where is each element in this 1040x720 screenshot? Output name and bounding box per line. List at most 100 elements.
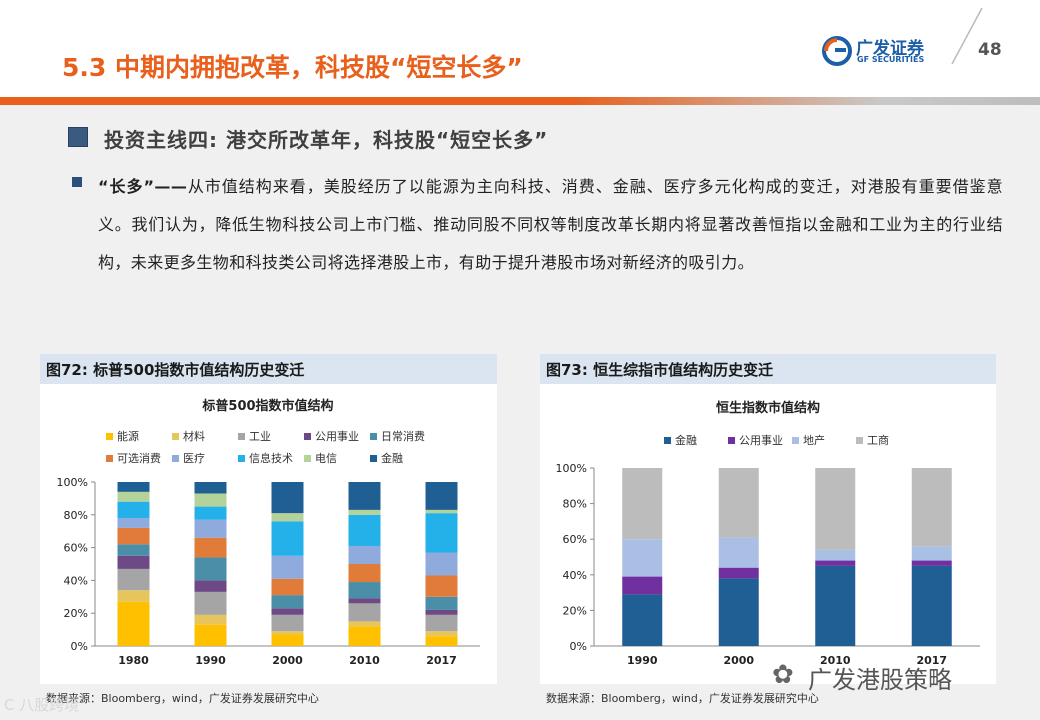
bar-segment (425, 596, 458, 610)
legend-swatch (304, 433, 311, 440)
y-tick-label: 20% (64, 607, 88, 620)
x-tick-label: 1990 (627, 654, 658, 667)
bar-segment (117, 482, 150, 492)
bar-segment (348, 621, 381, 627)
bar-segment (815, 468, 856, 550)
legend-label: 可选消费 (117, 451, 161, 465)
y-tick-label: 80% (563, 498, 587, 511)
header-bar (0, 97, 1040, 105)
bar-segment (815, 549, 856, 561)
bar-segment (622, 594, 663, 646)
bar-segment (194, 591, 227, 615)
bar-segment (194, 506, 227, 520)
bar-segment (718, 537, 759, 568)
legend-label: 能源 (117, 429, 139, 443)
bar-segment (194, 580, 227, 592)
wechat-icon: ✿ (772, 660, 794, 690)
bar-segment (271, 634, 304, 646)
figure-73-source: 数据来源：Bloomberg，wind，广发证券发展研究中心 (546, 692, 819, 705)
bar-segment (815, 565, 856, 646)
y-tick-label: 20% (563, 604, 587, 617)
figure-73-header: 图73: 恒生综指市值结构历史变迁 (540, 354, 996, 384)
bar-segment (348, 598, 381, 604)
figure-73-panel: 图73: 恒生综指市值结构历史变迁 恒生指数市值结构金融 公用事业 地产 工商 0% 20… (540, 354, 996, 684)
bar-segment (117, 555, 150, 569)
bar-segment (622, 468, 663, 540)
legend-swatch (172, 433, 179, 440)
bar-segment (271, 482, 304, 514)
page-number: 48 (978, 40, 1002, 60)
y-tick-label: 60% (64, 542, 88, 555)
bar-segment (271, 614, 304, 632)
x-tick-label: 1980 (118, 654, 149, 667)
y-tick-label: 100% (57, 476, 88, 489)
bar-segment (348, 626, 381, 646)
x-tick-label: 1990 (195, 654, 226, 667)
bar-segment (117, 601, 150, 646)
bar-segment (117, 527, 150, 545)
legend-label: 电信 (315, 452, 337, 465)
bar-segment (117, 491, 150, 502)
bar-segment (622, 576, 663, 595)
bar-segment (348, 514, 381, 546)
bar-segment (271, 595, 304, 609)
figure-72-panel: 图72: 标普500指数市值结构历史变迁 标普500指数市值结构 能源 材料 工业 公用… (40, 354, 497, 684)
bar-segment (117, 518, 150, 528)
divider-slash (951, 7, 983, 65)
legend-swatch (856, 437, 863, 444)
legend-label: 公用事业 (739, 434, 783, 447)
bar-segment (911, 565, 952, 646)
section-marker (68, 127, 88, 147)
bar-segment (194, 537, 227, 558)
section-subtitle: 投资主线四: 港交所改革年，科技股“短空长多” (104, 128, 549, 152)
legend-swatch (370, 455, 377, 462)
y-tick-label: 0% (71, 640, 88, 653)
bar-segment (425, 482, 458, 510)
legend-swatch (106, 433, 113, 440)
faint-watermark: C 八股跨境 (4, 696, 80, 714)
legend-swatch (370, 433, 377, 440)
bar-segment (911, 468, 952, 547)
legend-label: 日常消费 (381, 429, 425, 443)
bar-segment (117, 544, 150, 556)
body-lead: “长多”—— (98, 177, 188, 196)
bar-segment (425, 631, 458, 637)
figure-73-title: 恒生综指市值结构历史变迁 (593, 361, 774, 379)
y-tick-label: 80% (64, 509, 88, 522)
bar-segment (271, 631, 304, 635)
legend-label: 工商 (867, 433, 889, 447)
figure-72-label: 图72: (46, 361, 88, 379)
gf-logo-icon (822, 36, 852, 66)
legend-label: 金融 (381, 451, 403, 465)
bar-segment (194, 557, 227, 581)
bar-segment (194, 624, 227, 646)
company-logo: 广发证券 GF SECURITIES (822, 34, 940, 68)
logo-en-text: GF SECURITIES (857, 55, 925, 64)
y-tick-label: 40% (563, 569, 587, 582)
legend-swatch (728, 437, 735, 444)
legend-label: 地产 (803, 433, 825, 447)
x-tick-label: 2017 (426, 654, 457, 667)
figure-72-header: 图72: 标普500指数市值结构历史变迁 (40, 354, 497, 384)
bar-segment (718, 567, 759, 579)
y-tick-label: 0% (570, 640, 587, 653)
bar-segment (348, 603, 381, 622)
bar-segment (117, 501, 150, 519)
body-paragraph: “长多”——从市值结构来看，美股经历了以能源为主向科技、消费、金融、医疗多元化构… (98, 168, 1003, 282)
watermark-text: 广发港股策略 (808, 666, 952, 694)
legend-swatch (664, 437, 671, 444)
bar-segment (425, 609, 458, 615)
bar-segment (194, 493, 227, 507)
bar-segment (911, 560, 952, 566)
bar-segment (348, 545, 381, 564)
bar-segment (271, 555, 304, 579)
x-tick-label: 2000 (272, 654, 303, 667)
legend-label: 金融 (675, 433, 697, 447)
chart-title: 恒生指数市值结构 (716, 400, 820, 416)
y-tick-label: 60% (563, 533, 587, 546)
x-tick-label: 2000 (723, 654, 754, 667)
figure-72-source: 数据来源：Bloomberg，wind，广发证券发展研究中心 (46, 692, 319, 705)
bar-segment (425, 509, 458, 514)
